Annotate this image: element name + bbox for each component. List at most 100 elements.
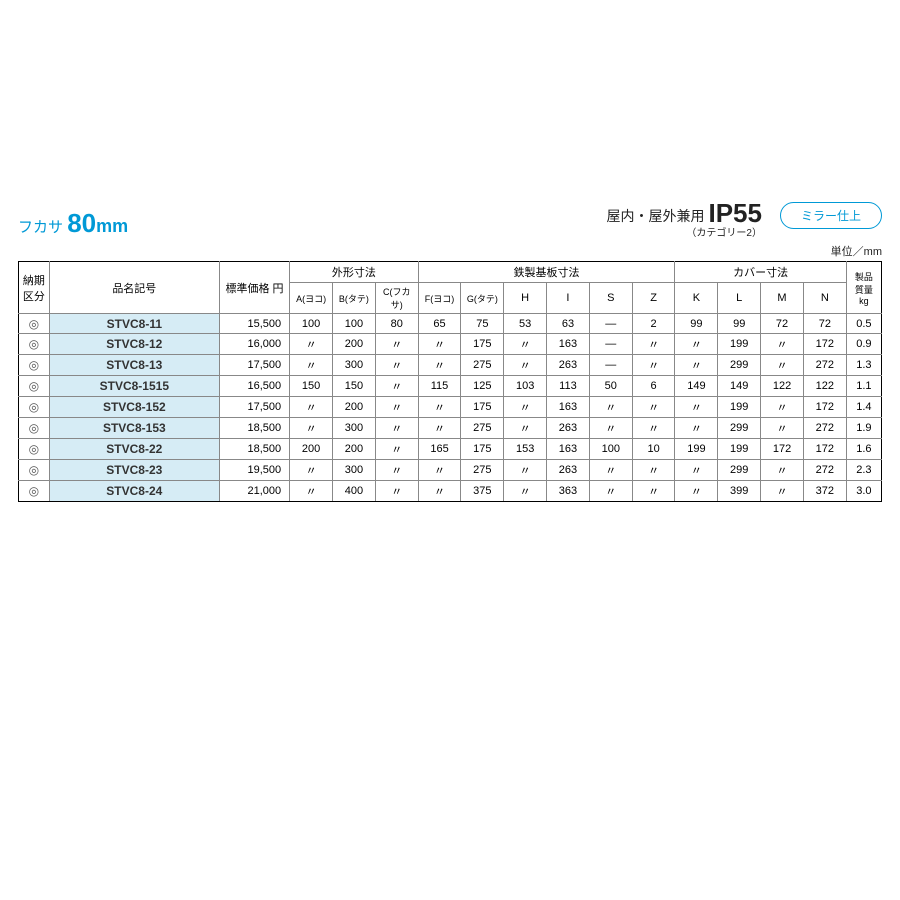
col-b: B(タテ)	[332, 283, 375, 314]
table-row: ◎STVC8-151516,500150150〃1151251031135061…	[19, 376, 882, 397]
dim-cell-h: 103	[504, 376, 547, 397]
col-m: M	[761, 283, 804, 314]
dim-cell-l: 99	[718, 314, 761, 334]
dim-cell-z: 〃	[632, 481, 675, 502]
dim-cell-l: 199	[718, 439, 761, 460]
nouki-cell: ◎	[19, 334, 50, 355]
dim-cell-n: 272	[803, 460, 846, 481]
dim-cell-b: 200	[332, 439, 375, 460]
dim-cell-s: —	[589, 355, 632, 376]
dim-cell-n: 172	[803, 334, 846, 355]
nouki-cell: ◎	[19, 376, 50, 397]
ip-prefix: 屋内・屋外兼用	[606, 206, 704, 226]
dim-cell-a: 200	[290, 439, 333, 460]
dim-cell-i: 63	[547, 314, 590, 334]
table-row: ◎STVC8-1317,500〃300〃〃275〃263—〃〃299〃2721.…	[19, 355, 882, 376]
dim-cell-c: 〃	[375, 397, 418, 418]
nouki-cell: ◎	[19, 481, 50, 502]
dim-cell-l: 199	[718, 334, 761, 355]
dim-cell-s: 〃	[589, 418, 632, 439]
dim-cell-h: 153	[504, 439, 547, 460]
col-i: I	[547, 283, 590, 314]
col-s: S	[589, 283, 632, 314]
price-cell: 15,500	[219, 314, 289, 334]
dim-cell-h: 53	[504, 314, 547, 334]
dim-cell-f: 〃	[418, 397, 461, 418]
kg-cell: 1.4	[846, 397, 881, 418]
ip-value: IP55	[708, 200, 762, 226]
dim-cell-b: 400	[332, 481, 375, 502]
dim-cell-c: 〃	[375, 439, 418, 460]
price-cell: 19,500	[219, 460, 289, 481]
kg-cell: 1.6	[846, 439, 881, 460]
dim-cell-c: 〃	[375, 418, 418, 439]
dim-cell-a: 〃	[290, 418, 333, 439]
dim-cell-i: 163	[547, 334, 590, 355]
kg-cell: 1.3	[846, 355, 881, 376]
dim-cell-n: 72	[803, 314, 846, 334]
dim-cell-c: 〃	[375, 460, 418, 481]
fukasa-unit: mm	[96, 216, 128, 236]
col-h: H	[504, 283, 547, 314]
dim-cell-k: 〃	[675, 481, 718, 502]
ip-category: （カテゴリー2）	[606, 224, 762, 239]
dim-cell-n: 272	[803, 418, 846, 439]
dim-cell-g: 175	[461, 334, 504, 355]
dim-cell-k: 〃	[675, 418, 718, 439]
hinmei-cell: STVC8-22	[49, 439, 219, 460]
fukasa-value: 80	[67, 208, 96, 238]
dim-cell-l: 399	[718, 481, 761, 502]
dim-cell-m: 72	[761, 314, 804, 334]
dim-cell-a: 150	[290, 376, 333, 397]
nouki-cell: ◎	[19, 355, 50, 376]
price-cell: 18,500	[219, 418, 289, 439]
kg-cell: 0.5	[846, 314, 881, 334]
dim-cell-c: 80	[375, 314, 418, 334]
dim-cell-b: 150	[332, 376, 375, 397]
dim-cell-g: 275	[461, 460, 504, 481]
dim-cell-b: 200	[332, 397, 375, 418]
dim-cell-g: 375	[461, 481, 504, 502]
col-g: G(タテ)	[461, 283, 504, 314]
dim-cell-b: 100	[332, 314, 375, 334]
dim-cell-a: 〃	[290, 397, 333, 418]
dim-cell-g: 175	[461, 439, 504, 460]
dim-cell-f: 〃	[418, 418, 461, 439]
dim-cell-b: 300	[332, 418, 375, 439]
dim-cell-f: 〃	[418, 460, 461, 481]
col-kg: 製品 質量 kg	[846, 262, 881, 314]
dim-cell-z: 2	[632, 314, 675, 334]
kg-cell: 1.9	[846, 418, 881, 439]
dim-cell-h: 〃	[504, 418, 547, 439]
dim-cell-k: 99	[675, 314, 718, 334]
dim-cell-f: 65	[418, 314, 461, 334]
dim-cell-m: 172	[761, 439, 804, 460]
col-tetsu: 鉄製基板寸法	[418, 262, 675, 283]
dim-cell-c: 〃	[375, 481, 418, 502]
dim-cell-l: 299	[718, 460, 761, 481]
dim-cell-k: 〃	[675, 355, 718, 376]
hinmei-cell: STVC8-11	[49, 314, 219, 334]
kg-cell: 3.0	[846, 481, 881, 502]
col-price: 標準価格 円	[219, 262, 289, 314]
ip-block: 屋内・屋外兼用 IP55 （カテゴリー2）	[606, 200, 762, 239]
col-f: F(ヨコ)	[418, 283, 461, 314]
dim-cell-z: 〃	[632, 418, 675, 439]
dim-cell-i: 163	[547, 439, 590, 460]
price-cell: 21,000	[219, 481, 289, 502]
dim-cell-h: 〃	[504, 397, 547, 418]
col-hinmei: 品名記号	[49, 262, 219, 314]
dim-cell-f: 〃	[418, 355, 461, 376]
kg-cell: 1.1	[846, 376, 881, 397]
dim-cell-s: —	[589, 334, 632, 355]
kg-cell: 2.3	[846, 460, 881, 481]
nouki-cell: ◎	[19, 397, 50, 418]
dim-cell-b: 300	[332, 460, 375, 481]
finish-pill: ミラー仕上	[780, 202, 882, 229]
price-cell: 18,500	[219, 439, 289, 460]
dim-cell-n: 372	[803, 481, 846, 502]
dim-cell-k: 〃	[675, 460, 718, 481]
dim-cell-f: 165	[418, 439, 461, 460]
table-row: ◎STVC8-2421,000〃400〃〃375〃363〃〃〃399〃3723.…	[19, 481, 882, 502]
col-gaikei: 外形寸法	[290, 262, 418, 283]
